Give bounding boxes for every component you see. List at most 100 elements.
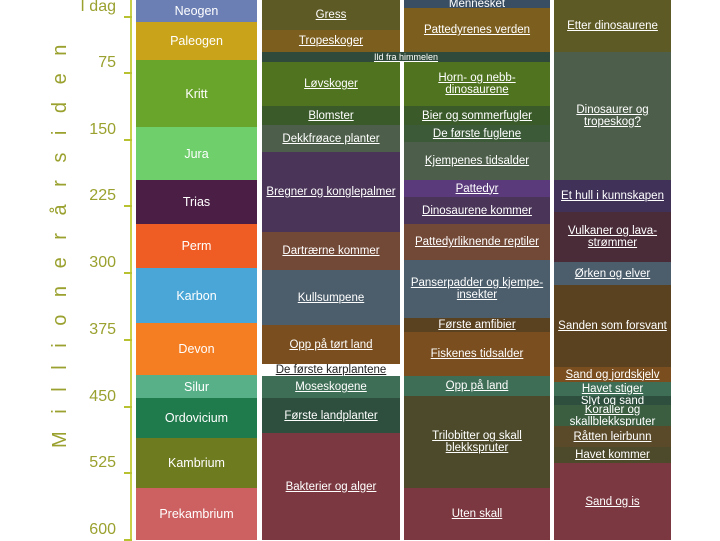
chapter-block[interactable]: Etter dinosaurene: [554, 0, 671, 52]
chapter-label: Pattedyr: [455, 182, 499, 195]
chapter-block[interactable]: Dinosaurene kommer: [404, 197, 550, 224]
chapter-block[interactable]: Slyt og sand: [554, 396, 671, 405]
period-label: Silur: [183, 379, 209, 394]
chapter-block[interactable]: Bregner og konglepalmer: [262, 152, 400, 232]
period-label: Neogen: [174, 4, 219, 18]
period-label: Kritt: [185, 86, 208, 101]
period-block: Kritt: [136, 60, 257, 127]
period-label: Kambrium: [168, 456, 225, 470]
axis-tick-mark: [124, 472, 132, 474]
chapter-block[interactable]: Første landplanter: [262, 398, 400, 433]
chapter-block[interactable]: Første amfibier: [404, 318, 550, 332]
axis-tick-label: 300: [89, 254, 116, 271]
chapter-label: Etter dinosaurene: [567, 20, 658, 32]
chapter-block[interactable]: Et hull i kunnskapen: [554, 180, 671, 212]
chapter-block[interactable]: Dartrærne kommer: [262, 232, 400, 270]
chapter-label: Panserpadder og kjempe-insekter: [410, 277, 544, 301]
chapter-block[interactable]: Ørken og elver: [554, 262, 671, 285]
chapter-label: Kjempenes tidsalder: [424, 155, 530, 167]
chapter-block[interactable]: De første karplantene: [262, 364, 400, 376]
chapter-block[interactable]: Trilobitter og skall blekkspruter: [404, 396, 550, 488]
chapter-block[interactable]: Blomster: [262, 106, 400, 125]
chapter-label: Slyt og sand: [580, 396, 645, 405]
axis-tick-mark: [124, 139, 132, 141]
event-band[interactable]: Ild fra himmelen: [262, 52, 550, 62]
axis-title-label: M i l l i o n e r å r s i d e n: [49, 38, 71, 448]
period-label: Perm: [181, 239, 212, 253]
chapter-block[interactable]: Panserpadder og kjempe-insekter: [404, 260, 550, 318]
chapter-block[interactable]: Tropeskoger: [262, 30, 400, 52]
timeline-column-periods: Neogen Paleogen Kritt Jura Trias Perm Karbon De…: [136, 0, 257, 540]
chapter-block[interactable]: Løvskoger: [262, 62, 400, 106]
chapter-label: Sand og jordskjelv: [565, 368, 660, 381]
chapter-block[interactable]: Horn- og nebb-dinosaurene: [404, 62, 550, 106]
chapter-label: Horn- og nebb-dinosaurene: [438, 72, 516, 96]
chapter-label: Bregner og konglepalmer: [266, 186, 396, 198]
chapter-label: Sand og is: [585, 495, 640, 508]
axis-tick-mark: [124, 16, 132, 18]
chapter-label: Opp på tørt land: [289, 338, 373, 351]
period-block: Neogen: [136, 0, 257, 22]
chapter-block[interactable]: Uten skall: [404, 488, 550, 540]
chapter-label: Bier og sommerfugler: [422, 109, 532, 122]
period-block: Prekambrium: [136, 488, 257, 540]
chapter-block[interactable]: De første fuglene: [404, 125, 550, 142]
period-block: Ordovicium: [136, 398, 257, 438]
axis-tick-label: 75: [98, 54, 116, 71]
chapter-label: Ørken og elver: [574, 267, 651, 280]
chapter-label: De første fuglene: [432, 127, 522, 140]
chapter-label: Trilobitter og skall blekkspruter: [432, 430, 522, 454]
chapter-label: Koraller og skallblekkspruter: [569, 405, 656, 426]
period-label: Prekambrium: [159, 507, 234, 521]
chapter-block[interactable]: Dekkfrøace planter: [262, 125, 400, 152]
chapter-block[interactable]: Havet kommer: [554, 447, 671, 463]
chapter-block[interactable]: Mennesket: [404, 0, 550, 8]
chapter-label: Et hull i kunnskapen: [561, 190, 664, 202]
chapter-block[interactable]: Gress: [262, 0, 400, 30]
chapter-block[interactable]: Sand og is: [554, 463, 671, 540]
period-block: Karbon: [136, 268, 257, 323]
period-block: Trias: [136, 180, 257, 224]
chapter-block[interactable]: Bakterier og alger: [262, 433, 400, 540]
axis-tick-mark: [124, 72, 132, 74]
period-block: Paleogen: [136, 22, 257, 60]
chapter-block[interactable]: Råtten leirbunn: [554, 426, 671, 447]
chapter-label: Havet kommer: [575, 449, 650, 461]
chapter-block[interactable]: Sanden som forsvant: [554, 285, 671, 367]
chapter-label: Vulkaner og lava-strømmer: [567, 225, 658, 249]
axis-tick-label: 600: [89, 521, 116, 538]
axis-tick-mark: [124, 272, 132, 274]
chapter-label: Sanden som forsvant: [558, 320, 667, 332]
chapter-block[interactable]: Koraller og skallblekkspruter: [554, 405, 671, 426]
chapter-block[interactable]: Pattedyr: [404, 180, 550, 197]
chapter-block[interactable]: Opp på land: [404, 376, 550, 396]
chapter-block[interactable]: Pattedyrliknende reptiler: [404, 224, 550, 260]
chapter-label: Kullsumpene: [297, 291, 365, 304]
chapter-block[interactable]: Opp på tørt land: [262, 325, 400, 364]
chapter-label: Dinosaurene kommer: [422, 204, 532, 217]
chapter-block[interactable]: Bier og sommerfugler: [404, 106, 550, 125]
chapter-block[interactable]: Kullsumpene: [262, 270, 400, 325]
chapter-block[interactable]: Havet stiger: [554, 382, 671, 396]
chapter-block[interactable]: Sand og jordskjelv: [554, 367, 671, 382]
chapter-block[interactable]: Moseskogene: [262, 376, 400, 398]
axis-tick-label: 450: [89, 388, 116, 405]
chapter-label: Tropeskoger: [298, 35, 364, 47]
period-label: Paleogen: [170, 34, 223, 48]
chapter-label: Pattedyrenes verden: [423, 24, 531, 36]
period-block: Perm: [136, 224, 257, 268]
timeline-column-chapters-1: Gress Tropeskoger Løvskoger Blomster Dekkfrø…: [262, 0, 400, 540]
period-label: Jura: [184, 146, 209, 161]
timeline-column-chapters-2: Mennesket Pattedyrenes verden Horn- og neb…: [404, 0, 550, 540]
timeline-column-chapters-3: Etter dinosaurene Dinosaurer og tropeskog…: [554, 0, 671, 540]
period-block: Devon: [136, 323, 257, 375]
chapter-label: Mennesket: [448, 0, 506, 8]
axis-tick-label: I dag: [80, 0, 116, 15]
period-label: Ordovicium: [164, 411, 229, 425]
chapter-block[interactable]: Vulkaner og lava-strømmer: [554, 212, 671, 262]
chapter-label: Blomster: [308, 109, 354, 122]
chapter-block[interactable]: Dinosaurer og tropeskog?: [554, 52, 671, 180]
chapter-block[interactable]: Fiskenes tidsalder: [404, 332, 550, 376]
chapter-block[interactable]: Kjempenes tidsalder: [404, 142, 550, 180]
chapter-block[interactable]: Pattedyrenes verden: [404, 8, 550, 52]
